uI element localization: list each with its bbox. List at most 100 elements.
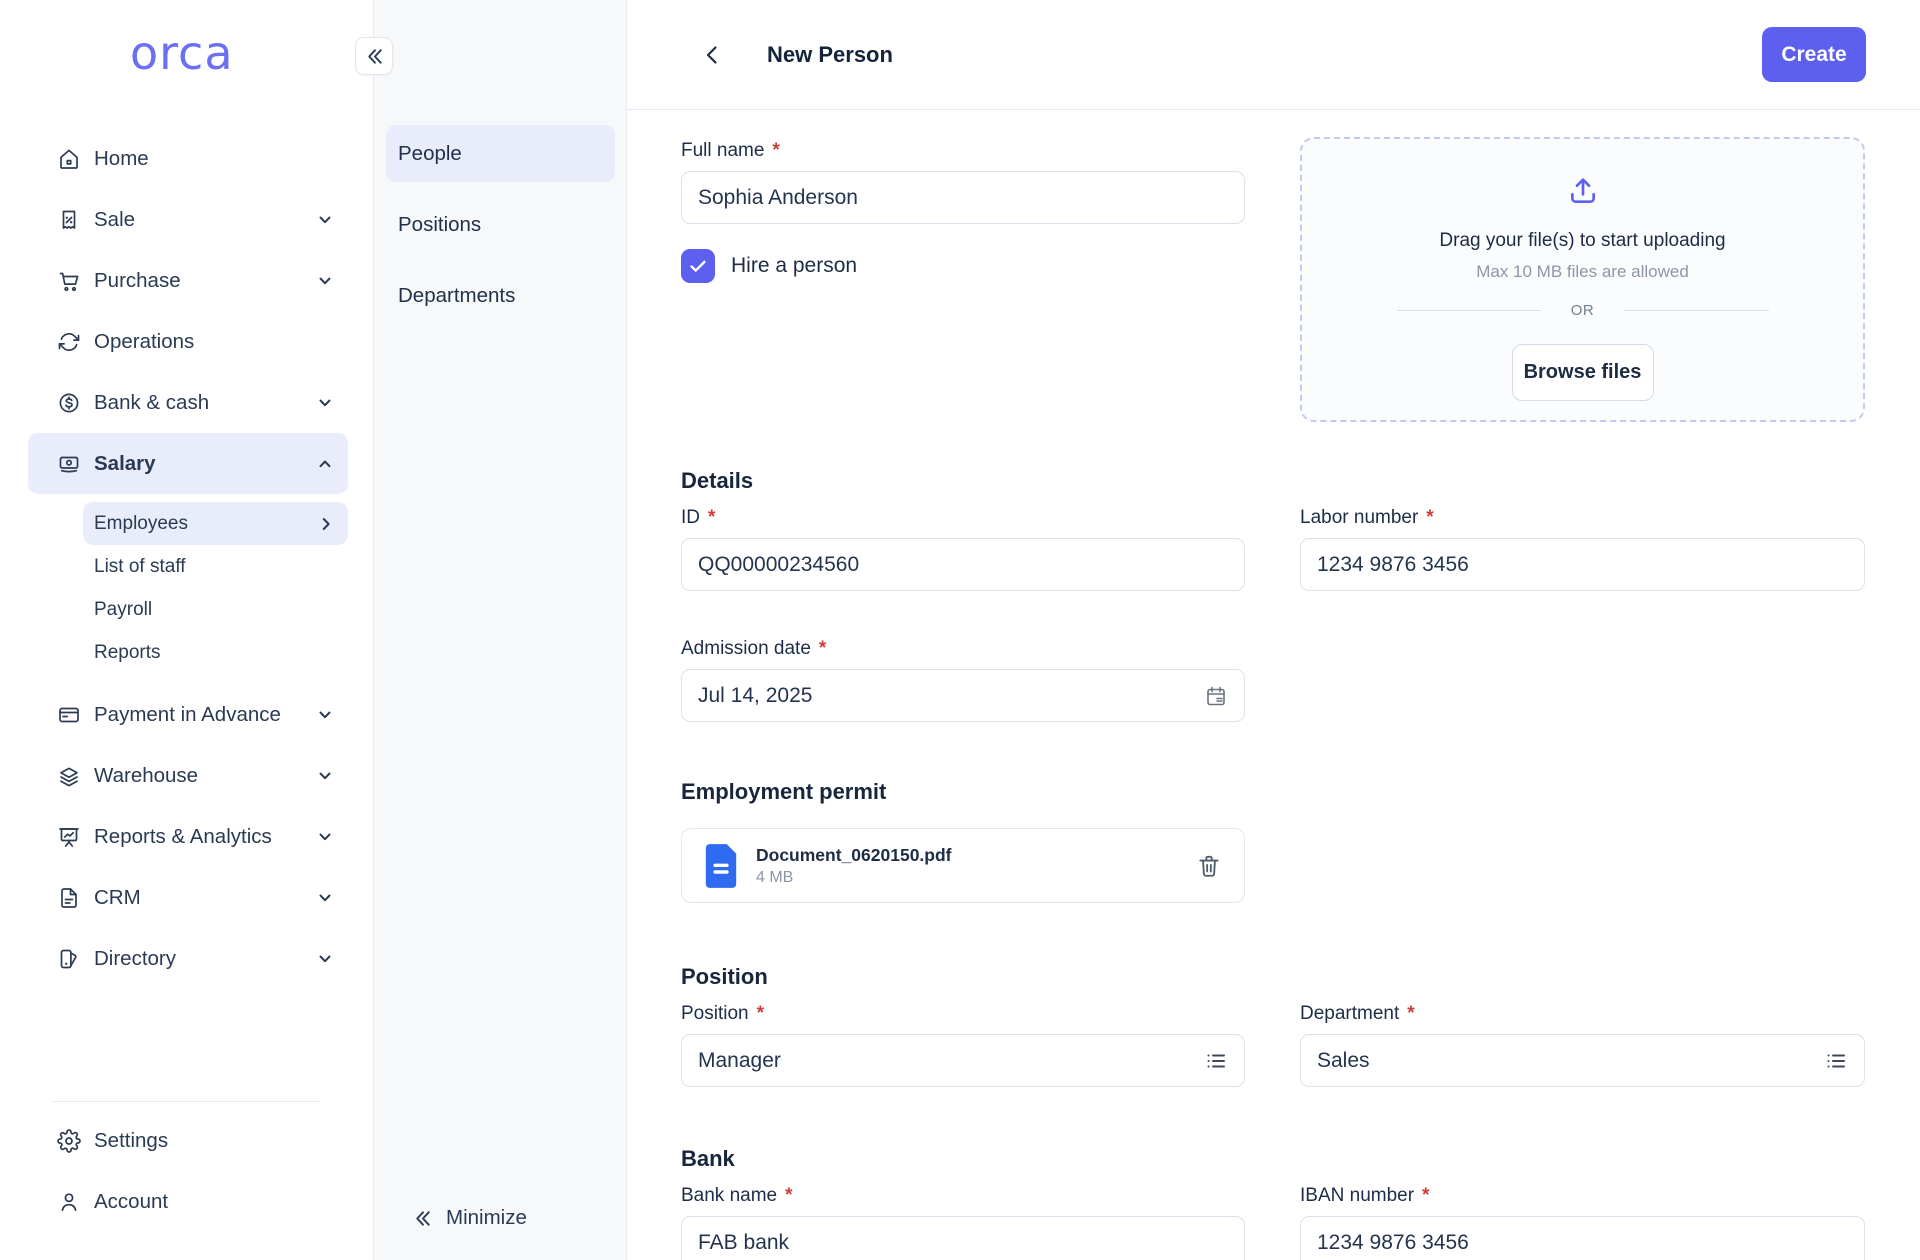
subpanel-item-label: Positions xyxy=(398,212,482,236)
sidebar-item-account[interactable]: Account xyxy=(28,1171,348,1232)
sidebar-subitem-label: Employees xyxy=(94,512,188,534)
sidebar-subitem-payroll[interactable]: Payroll xyxy=(83,588,348,631)
file-size: 4 MB xyxy=(756,868,794,886)
labor-number-input[interactable]: 1234 9876 3456 xyxy=(1300,538,1865,591)
sidebar-item-purchase[interactable]: Purchase xyxy=(28,250,348,311)
bank-name-value: FAB bank xyxy=(698,1230,790,1254)
file-meta: Document_0620150.pdf 4 MB xyxy=(756,845,952,887)
sidebar-nav: Home Sale Purchase Operations Bank & cash Sal… xyxy=(0,128,373,989)
browse-files-button[interactable]: Browse files xyxy=(1511,344,1654,401)
chevron-down-icon xyxy=(315,210,335,230)
separator-line xyxy=(1624,310,1769,311)
sidebar-subitem-reports[interactable]: Reports xyxy=(83,631,348,674)
iban-group: IBAN number * 1234 9876 3456 xyxy=(1300,1185,1865,1260)
sidebar-item-reports-analytics[interactable]: Reports & Analytics xyxy=(28,806,348,867)
required-marker: * xyxy=(1422,1185,1430,1206)
subpanel-item-positions[interactable]: Positions xyxy=(386,196,615,253)
full-name-input[interactable]: Sophia Anderson xyxy=(681,171,1245,224)
full-name-value: Sophia Anderson xyxy=(698,185,858,209)
check-icon xyxy=(690,260,706,272)
chevron-down-icon xyxy=(315,949,335,969)
details-heading: Details xyxy=(681,468,754,493)
or-separator: OR xyxy=(1396,302,1769,319)
or-label: OR xyxy=(1570,302,1595,319)
admission-date-value: Jul 14, 2025 xyxy=(698,683,813,707)
position-select[interactable]: Manager xyxy=(681,1034,1245,1087)
sidebar-item-directory[interactable]: Directory xyxy=(28,928,348,989)
directory-icon xyxy=(57,947,81,971)
position-value: Manager xyxy=(698,1048,781,1072)
back-button[interactable] xyxy=(700,42,726,68)
sidebar-item-settings[interactable]: Settings xyxy=(28,1110,348,1171)
chevron-down-icon xyxy=(315,705,335,725)
bank-cash-icon xyxy=(57,391,81,415)
sidebar-item-label: Reports & Analytics xyxy=(94,824,272,848)
list-icon[interactable] xyxy=(1204,1049,1228,1073)
position-group: Position * Manager xyxy=(681,1003,1245,1087)
sidebar-submenu-salary: Employees List of staff Payroll Reports xyxy=(83,502,348,674)
admission-date-group: Admission date * Jul 14, 2025 xyxy=(681,638,1245,722)
sidebar-item-bank-cash[interactable]: Bank & cash xyxy=(28,372,348,433)
account-icon xyxy=(57,1190,81,1214)
file-dropzone[interactable]: Drag your file(s) to start uploading Max… xyxy=(1300,137,1865,422)
collapse-panel-button[interactable] xyxy=(355,37,393,75)
sidebar-subitem-employees[interactable]: Employees xyxy=(83,502,348,545)
sidebar-item-label: Warehouse xyxy=(94,763,199,787)
department-select[interactable]: Sales xyxy=(1300,1034,1865,1087)
orca-logo: orca xyxy=(130,26,234,80)
sale-icon xyxy=(57,208,81,232)
salary-icon xyxy=(57,452,81,476)
sidebar-item-label: Account xyxy=(94,1189,169,1213)
required-marker: * xyxy=(756,1003,765,1024)
sidebar-subitem-list-of-staff[interactable]: List of staff xyxy=(83,545,348,588)
create-button[interactable]: Create xyxy=(1762,27,1866,82)
id-group: ID * QQ00000234560 xyxy=(681,507,1245,591)
sidebar-divider xyxy=(53,1101,320,1102)
sidebar-footer: Settings Account xyxy=(0,1101,373,1232)
sidebar-item-sale[interactable]: Sale xyxy=(28,189,348,250)
labor-number-value: 1234 9876 3456 xyxy=(1317,552,1469,576)
minimize-button[interactable]: Minimize xyxy=(386,1206,615,1230)
sidebar-item-payment-in-advance[interactable]: Payment in Advance xyxy=(28,684,348,745)
subpanel-item-label: Departments xyxy=(398,283,516,307)
sidebar-item-warehouse[interactable]: Warehouse xyxy=(28,745,348,806)
required-marker: * xyxy=(772,140,780,161)
minimize-label: Minimize xyxy=(446,1206,527,1229)
sidebar-item-salary[interactable]: Salary xyxy=(28,433,348,494)
employment-permit-heading: Employment permit xyxy=(681,779,887,804)
department-label: Department * xyxy=(1300,1003,1415,1024)
calendar-icon[interactable] xyxy=(1204,684,1228,708)
id-label: ID * xyxy=(681,507,716,528)
subpanel-item-departments[interactable]: Departments xyxy=(386,267,615,324)
iban-input[interactable]: 1234 9876 3456 xyxy=(1300,1216,1865,1260)
trash-icon xyxy=(1199,855,1219,877)
chevron-down-icon xyxy=(315,827,335,847)
sidebar-item-label: CRM xyxy=(94,885,141,909)
bank-heading: Bank xyxy=(681,1146,735,1171)
list-icon[interactable] xyxy=(1824,1049,1848,1073)
sidebar-item-home[interactable]: Home xyxy=(28,128,348,189)
delete-file-button[interactable] xyxy=(1196,853,1222,879)
hire-person-checkbox[interactable] xyxy=(681,249,715,283)
required-marker: * xyxy=(708,507,716,528)
sidebar-item-operations[interactable]: Operations xyxy=(28,311,348,372)
warehouse-icon xyxy=(57,764,81,788)
admission-date-label: Admission date * xyxy=(681,638,827,659)
bank-name-input[interactable]: FAB bank xyxy=(681,1216,1245,1260)
department-value: Sales xyxy=(1317,1048,1370,1072)
chevron-right-icon xyxy=(316,514,336,534)
department-group: Department * Sales xyxy=(1300,1003,1865,1087)
separator-line xyxy=(1396,310,1541,311)
home-icon xyxy=(57,147,81,171)
sidebar-item-label: Bank & cash xyxy=(94,390,210,414)
id-input[interactable]: QQ00000234560 xyxy=(681,538,1245,591)
chevron-down-icon xyxy=(315,393,335,413)
sidebar-item-crm[interactable]: CRM xyxy=(28,867,348,928)
subpanel-item-people[interactable]: People xyxy=(386,125,615,182)
hire-person-label: Hire a person xyxy=(731,254,858,277)
sidebar-subitem-label: List of staff xyxy=(94,555,186,577)
admission-date-input[interactable]: Jul 14, 2025 xyxy=(681,669,1245,722)
required-marker: * xyxy=(818,638,827,659)
dropzone-subtitle: Max 10 MB files are allowed xyxy=(1476,262,1689,281)
page-header: New Person Create xyxy=(627,0,1920,110)
